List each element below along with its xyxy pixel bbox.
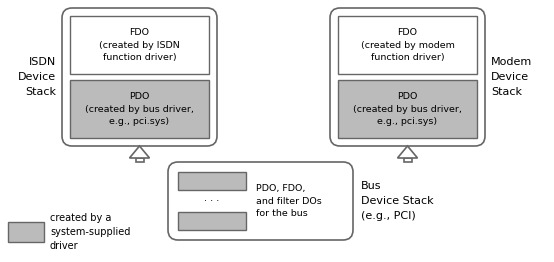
Bar xyxy=(338,16,477,74)
Text: Modem
Device
Stack: Modem Device Stack xyxy=(491,57,532,97)
Text: FDO
(created by ISDN
function driver): FDO (created by ISDN function driver) xyxy=(99,28,180,62)
Text: created by a
system-supplied
driver: created by a system-supplied driver xyxy=(50,213,130,251)
Text: . . .: . . . xyxy=(204,193,219,203)
Bar xyxy=(70,16,209,74)
Text: FDO
(created by modem
function driver): FDO (created by modem function driver) xyxy=(361,28,454,62)
Bar xyxy=(338,80,477,138)
Bar xyxy=(8,222,44,242)
Bar xyxy=(403,158,412,162)
Text: PDO
(created by bus driver,
e.g., pci.sys): PDO (created by bus driver, e.g., pci.sy… xyxy=(85,92,194,126)
Bar xyxy=(178,212,246,230)
Polygon shape xyxy=(398,146,418,158)
Polygon shape xyxy=(130,146,150,158)
Bar xyxy=(178,172,246,190)
FancyBboxPatch shape xyxy=(168,162,353,240)
Text: PDO, FDO,
and filter DOs
for the bus: PDO, FDO, and filter DOs for the bus xyxy=(256,184,322,218)
FancyBboxPatch shape xyxy=(62,8,217,146)
Text: PDO
(created by bus driver,
e.g., pci.sys): PDO (created by bus driver, e.g., pci.sy… xyxy=(353,92,462,126)
Text: Bus
Device Stack
(e.g., PCI): Bus Device Stack (e.g., PCI) xyxy=(361,181,434,221)
Bar xyxy=(70,80,209,138)
Text: ISDN
Device
Stack: ISDN Device Stack xyxy=(18,57,56,97)
FancyBboxPatch shape xyxy=(330,8,485,146)
Bar xyxy=(136,158,143,162)
